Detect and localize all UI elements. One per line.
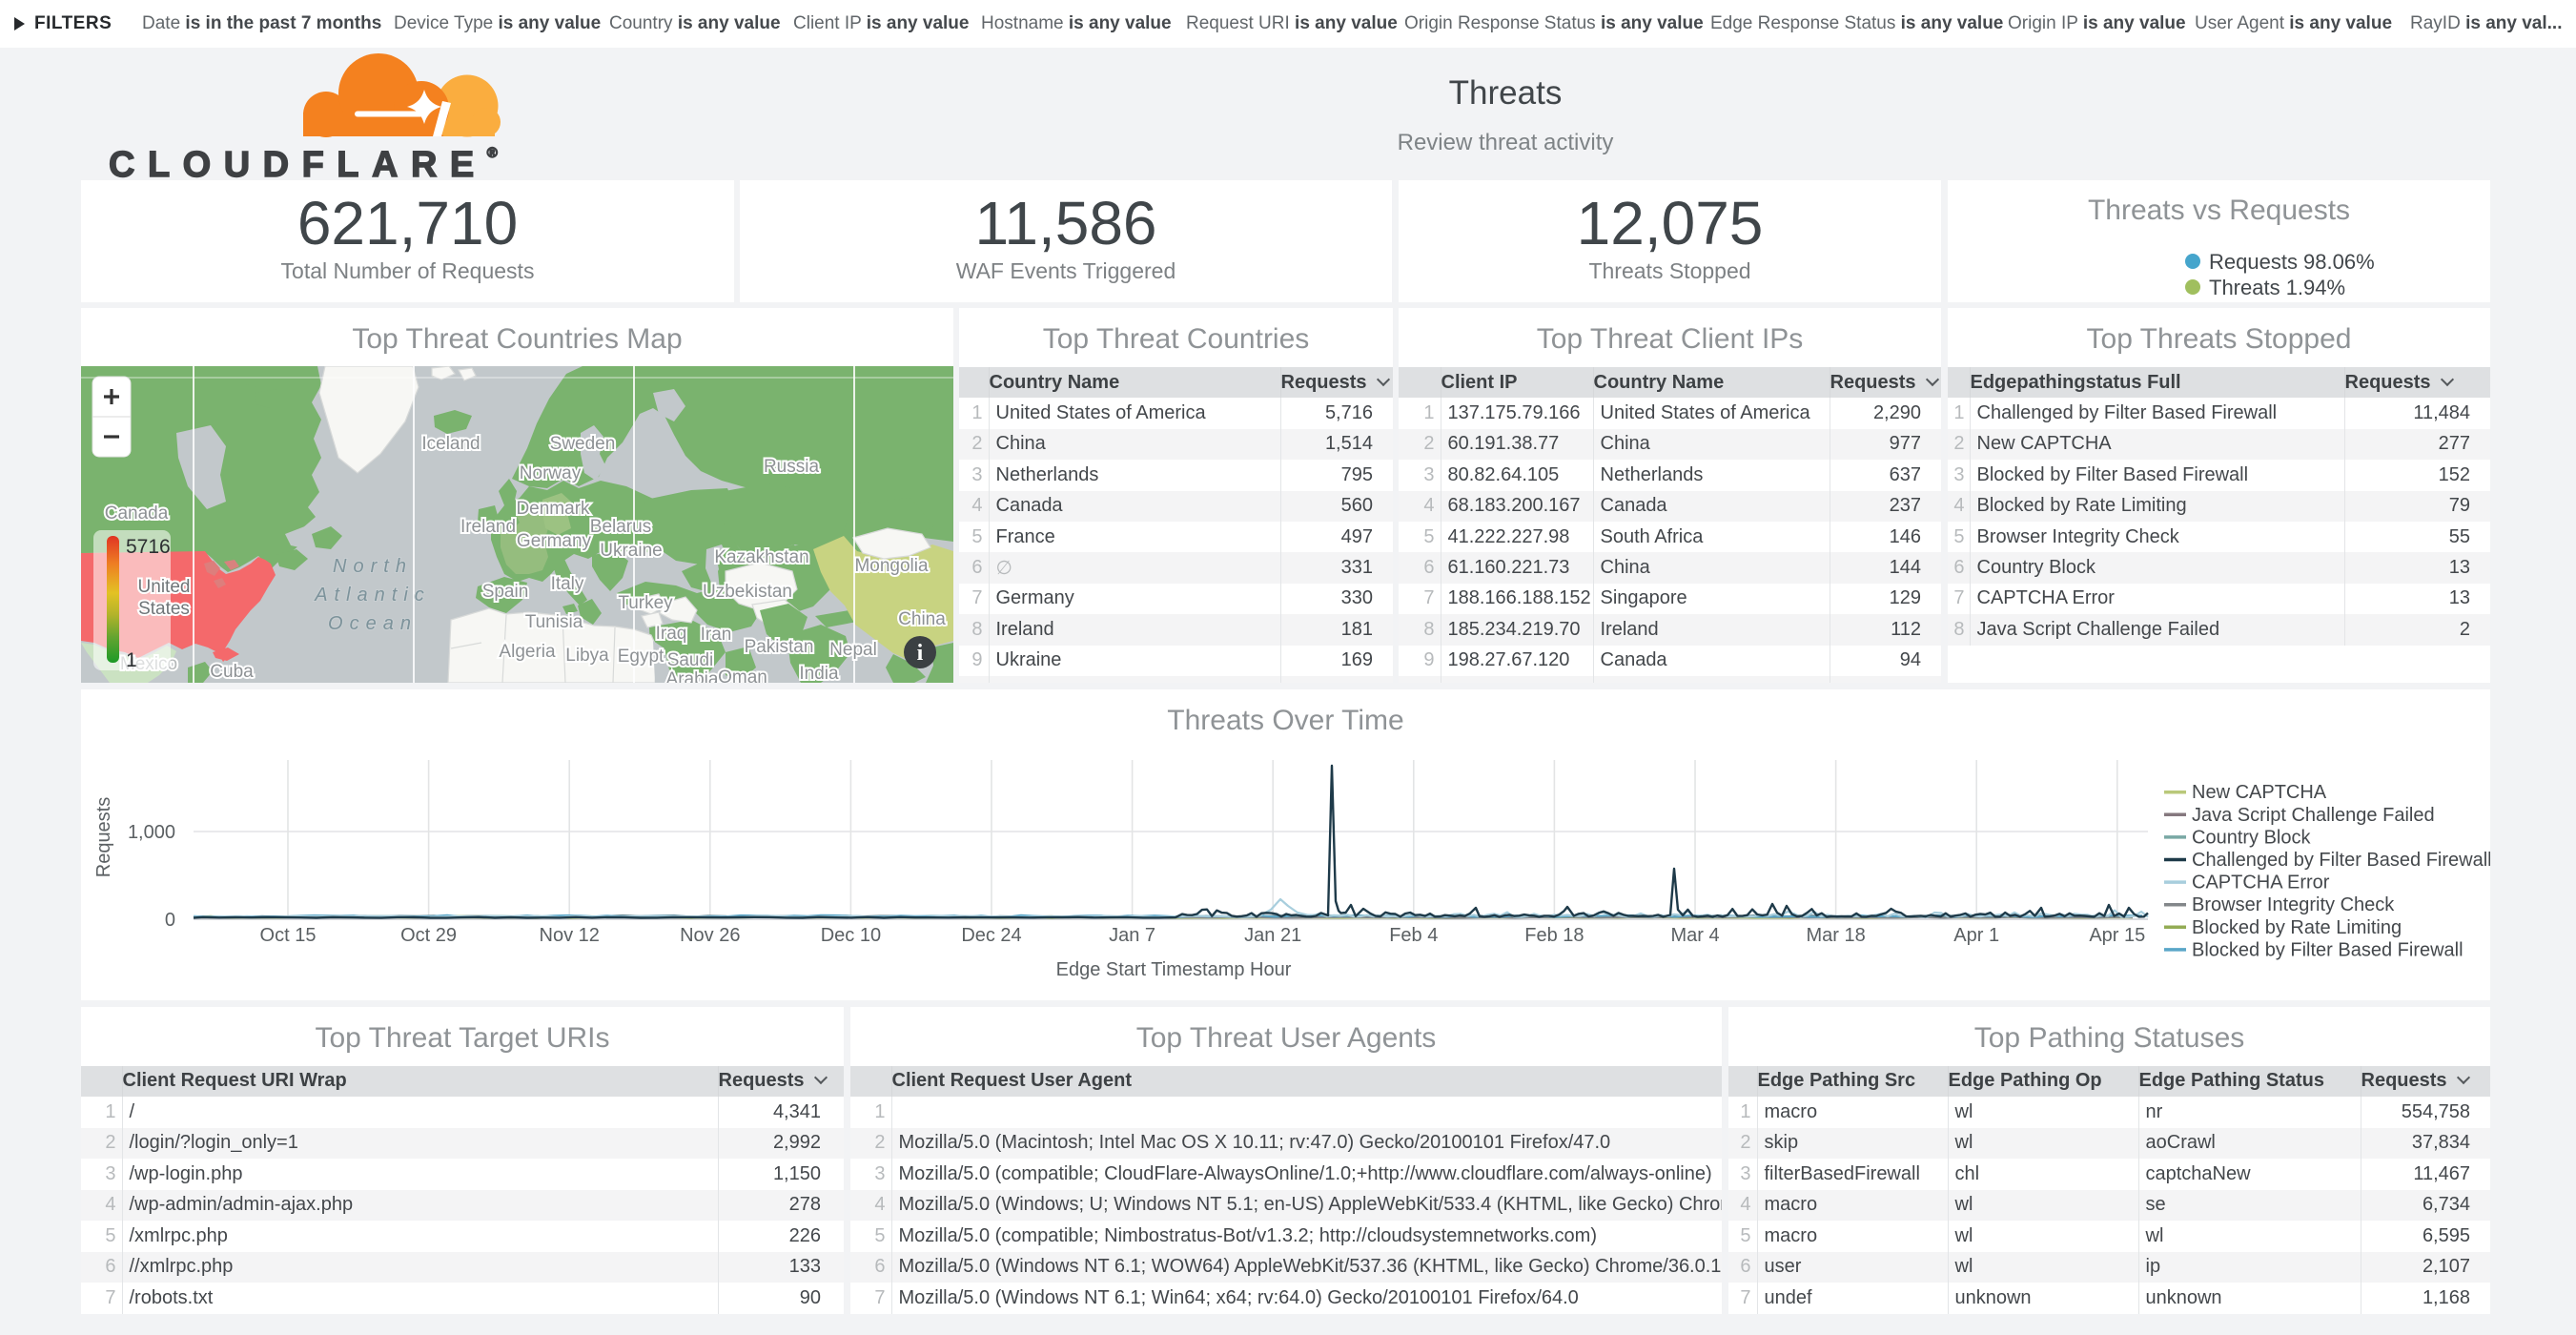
svg-text:Feb 18: Feb 18 <box>1524 925 1584 946</box>
svg-text:Tunisia: Tunisia <box>525 612 583 632</box>
svg-text:States: States <box>138 599 190 619</box>
svg-text:Ocean: Ocean <box>328 613 418 634</box>
svg-text:Jan 7: Jan 7 <box>1109 925 1155 946</box>
svg-text:Arabia: Arabia <box>666 669 719 683</box>
svg-text:Jan 21: Jan 21 <box>1244 925 1301 946</box>
svg-text:Cuba: Cuba <box>210 662 254 682</box>
svg-text:Egypt: Egypt <box>618 647 664 667</box>
svg-text:Dec 24: Dec 24 <box>961 925 1021 946</box>
svg-text:Mar 18: Mar 18 <box>1806 925 1865 946</box>
svg-text:Atlantic: Atlantic <box>314 585 431 606</box>
svg-text:Canada: Canada <box>105 503 169 524</box>
svg-text:Challenged by Filter Based Fir: Challenged by Filter Based Firewall <box>2192 850 2490 871</box>
svg-text:Denmark: Denmark <box>516 499 590 519</box>
svg-text:Oct 29: Oct 29 <box>400 925 457 946</box>
svg-text:Algeria: Algeria <box>499 642 556 662</box>
svg-text:Nepal: Nepal <box>829 640 877 660</box>
svg-text:Mongolia: Mongolia <box>854 556 929 576</box>
svg-text:Nov 26: Nov 26 <box>680 925 740 946</box>
svg-text:Kazakhstan: Kazakhstan <box>714 547 808 567</box>
svg-text:Turkey: Turkey <box>618 593 673 613</box>
svg-text:Mar 4: Mar 4 <box>1670 925 1719 946</box>
svg-text:Iceland: Iceland <box>421 434 480 454</box>
svg-text:Pakistan: Pakistan <box>745 637 814 657</box>
svg-text:Italy: Italy <box>551 574 584 594</box>
svg-text:Uzbekistan: Uzbekistan <box>703 582 792 602</box>
svg-text:Blocked by Rate Limiting: Blocked by Rate Limiting <box>2192 917 2402 938</box>
svg-text:Browser Integrity Check: Browser Integrity Check <box>2192 894 2395 915</box>
svg-text:Norway: Norway <box>520 463 582 483</box>
svg-text:Iraq: Iraq <box>656 624 687 644</box>
svg-text:Belarus: Belarus <box>590 517 651 537</box>
svg-text:Requests: Requests <box>93 797 114 878</box>
svg-text:Java Script Challenge Failed: Java Script Challenge Failed <box>2192 805 2435 826</box>
svg-text:China: China <box>898 609 946 629</box>
svg-text:Nov 12: Nov 12 <box>540 925 600 946</box>
svg-text:Feb 4: Feb 4 <box>1389 925 1438 946</box>
svg-text:Sweden: Sweden <box>550 434 616 454</box>
svg-text:Edge Start Timestamp Hour: Edge Start Timestamp Hour <box>1056 959 1292 980</box>
svg-text:United: United <box>138 577 191 597</box>
svg-text:5716: 5716 <box>126 536 171 558</box>
svg-text:Saudi: Saudi <box>667 650 714 670</box>
svg-text:Libya: Libya <box>565 646 609 666</box>
svg-text:India: India <box>799 664 839 683</box>
svg-text:Ukraine: Ukraine <box>600 541 662 561</box>
svg-text:Apr 15: Apr 15 <box>2089 925 2145 946</box>
svg-text:Russia: Russia <box>764 457 820 477</box>
svg-text:1,000: 1,000 <box>128 822 175 843</box>
svg-text:0: 0 <box>165 910 175 931</box>
svg-text:Country Block: Country Block <box>2192 827 2311 848</box>
svg-text:1: 1 <box>126 649 137 671</box>
svg-text:New CAPTCHA: New CAPTCHA <box>2192 782 2327 803</box>
svg-text:Apr 1: Apr 1 <box>1953 925 1999 946</box>
svg-text:North: North <box>333 556 413 577</box>
svg-text:Ireland: Ireland <box>460 517 516 537</box>
svg-text:Iran: Iran <box>701 625 732 645</box>
svg-text:Oct 15: Oct 15 <box>260 925 317 946</box>
svg-text:Dec 10: Dec 10 <box>821 925 881 946</box>
svg-text:CAPTCHA Error: CAPTCHA Error <box>2192 873 2330 893</box>
svg-text:Spain: Spain <box>482 582 529 602</box>
svg-text:Germany: Germany <box>517 531 592 551</box>
svg-text:i: i <box>917 641 924 666</box>
svg-text:Oman: Oman <box>718 668 767 683</box>
svg-text:Blocked by Filter Based Firewa: Blocked by Filter Based Firewall <box>2192 939 2464 960</box>
